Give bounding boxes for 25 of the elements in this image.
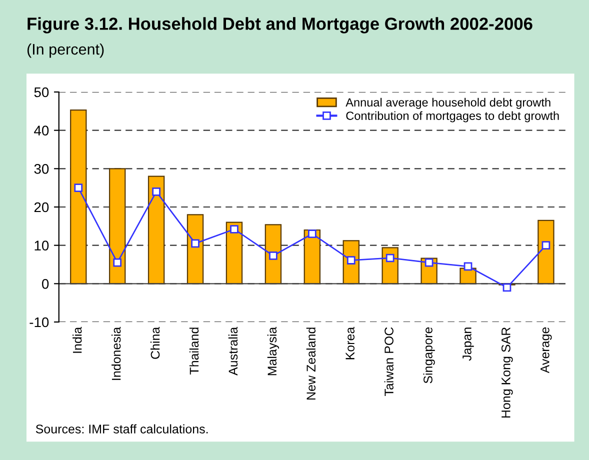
x-tick-label: Australia [228,326,238,376]
y-tick-label: 20 [34,202,49,212]
chart-subtitle: (In percent) [27,43,104,58]
x-tick-label: New Zealand [306,328,316,400]
x-tick-label: Thailand [189,328,199,375]
source-note: Sources: IMF staff calculations. [36,424,208,434]
x-tick-label: Japan [462,328,474,361]
x-tick-label: Singapore [423,327,435,384]
y-tick-label: 10 [34,240,49,251]
y-tick-label: -10 [30,317,49,328]
y-tick-label: 0 [42,279,49,289]
x-tick-label: Taiwan POC [384,327,394,396]
x-tick-label: Malaysia [267,326,280,376]
legend-label: Contribution of mortgages to debt growth [346,111,559,122]
y-tick-label: 50 [34,87,49,98]
x-tick-label: China [150,326,160,359]
x-tick-label: Average [540,327,552,374]
x-tick-label: Hong Kong SAR [501,327,513,418]
x-tick-label: Korea [346,326,354,360]
x-tick-label: India [72,326,82,353]
chart-title: Figure 3.12. Household Debt and Mortgage Growth 2002-2006 [28,17,532,34]
y-tick-label: 30 [34,164,49,174]
legend-label: Annual average household debt growth [346,98,550,109]
y-tick-label: 40 [34,126,49,136]
x-tick-label: Indonesia [112,326,121,380]
